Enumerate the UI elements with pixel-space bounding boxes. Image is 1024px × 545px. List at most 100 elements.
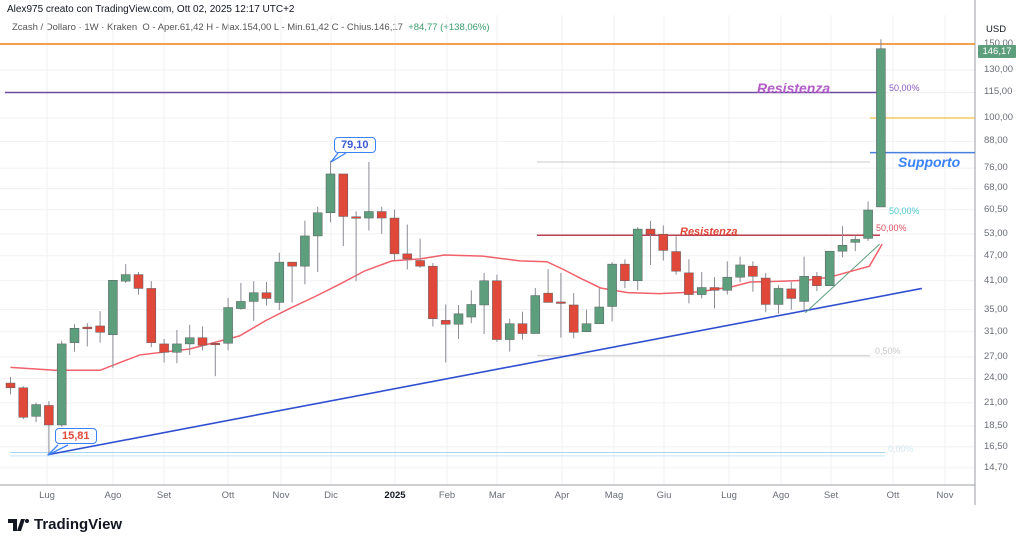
candle-body — [159, 343, 169, 353]
candle-body — [274, 261, 285, 303]
y-tick: 41,00 — [984, 274, 1008, 286]
candle-body — [684, 272, 694, 295]
candle-body — [671, 251, 681, 272]
x-tick: Apr — [554, 490, 570, 501]
fib-pct-zero: 0,00% — [888, 444, 914, 454]
x-tick: Nov — [272, 490, 290, 501]
candle-body — [95, 325, 105, 333]
candle-body — [325, 173, 336, 214]
blue-trendline — [47, 287, 923, 456]
candle-body — [402, 253, 413, 260]
x-tick: Ott — [886, 490, 900, 501]
low-callout: 15,81 — [55, 428, 97, 444]
tradingview-logo[interactable]: TradingView — [8, 516, 122, 533]
candle-body — [415, 260, 425, 267]
y-tick: 76,00 — [984, 162, 1008, 174]
high-callout: 79,10 — [334, 137, 376, 153]
price-change: +84,77 (+138,06%) — [408, 22, 490, 33]
y-tick: 21,00 — [984, 396, 1008, 408]
candle-body — [133, 274, 144, 289]
y-tick: 88,00 — [984, 135, 1008, 147]
green-trendline — [805, 243, 880, 314]
y-tick: 31,00 — [984, 325, 1008, 337]
candle-body — [556, 301, 566, 304]
candle-body — [581, 323, 592, 332]
ohlc-values: O - Aper.61,42 H - Max.154,00 L - Min.61… — [142, 22, 403, 33]
candle-body — [863, 209, 873, 239]
candle-body — [56, 343, 67, 426]
symbol-legend: Zcash / Dollaro · 1W · Kraken O - Aper.6… — [12, 22, 490, 33]
fib-pct-cyan: 50,00% — [889, 206, 920, 216]
y-tick: 47,00 — [984, 249, 1008, 261]
y-tick: 24,00 — [984, 372, 1008, 384]
x-tick: Dic — [324, 490, 338, 501]
x-tick-year: 2025 — [384, 490, 406, 501]
candle-body — [837, 244, 848, 252]
candle-body — [69, 327, 80, 343]
symbol-name[interactable]: Zcash / Dollaro · 1W · Kraken — [12, 22, 138, 33]
candle-body — [18, 387, 29, 418]
x-tick: Nov — [936, 490, 954, 501]
candle-body — [338, 173, 349, 217]
high-callout-pointer — [330, 152, 347, 163]
candle-body — [517, 323, 528, 334]
candle-body — [248, 292, 259, 302]
candle-body — [300, 235, 310, 267]
last-price-tag: 146,17 — [978, 45, 1016, 58]
y-tick: 115,00 — [984, 86, 1013, 98]
fib-pct-gray: 0,50% — [875, 346, 901, 356]
y-tick: 150,00 — [984, 38, 1014, 49]
brand-name: TradingView — [34, 516, 123, 533]
candle-body — [492, 280, 502, 340]
candle-body — [287, 261, 297, 267]
candle-body — [748, 265, 758, 277]
candle-body — [594, 306, 605, 324]
candle-body — [466, 304, 477, 318]
y-tick: 18,50 — [984, 419, 1008, 431]
candle-body — [658, 233, 669, 251]
candle-body — [696, 287, 707, 295]
candle-body — [812, 276, 822, 286]
candle-body — [824, 250, 835, 286]
candle-body — [543, 292, 553, 303]
x-tick: Giu — [656, 490, 672, 501]
candle-body — [223, 307, 233, 344]
candle-body — [620, 263, 630, 281]
candle-body — [876, 48, 886, 208]
x-tick: Mag — [604, 490, 624, 501]
currency-label: USD — [986, 24, 1007, 35]
candle-body — [236, 301, 246, 309]
candle-body — [210, 343, 221, 346]
candle-body — [184, 337, 195, 345]
candle-body — [5, 382, 16, 389]
candle-body — [440, 320, 451, 325]
candle-body — [389, 217, 400, 255]
candle-body — [376, 211, 387, 219]
candle-body — [504, 323, 515, 340]
y-tick: 60,50 — [984, 203, 1008, 215]
x-tick: Feb — [438, 490, 456, 501]
candle-body — [364, 211, 374, 219]
chart-credit: Alex975 creato con TradingView.com, Ott … — [7, 4, 295, 15]
y-tick: 16,50 — [984, 440, 1008, 452]
candle-body — [773, 288, 784, 305]
candle-body — [850, 239, 861, 243]
candle-body — [146, 288, 157, 343]
fib-pct-red: 50,00% — [876, 223, 907, 233]
x-tick: Lug — [721, 490, 737, 501]
y-tick: 100,00 — [984, 111, 1014, 123]
x-tick: Ago — [104, 490, 122, 501]
x-tick: Lug — [39, 490, 55, 501]
resistance-lower-label: Resistenza — [680, 226, 738, 238]
candle-body — [428, 265, 438, 319]
candle-body — [31, 404, 41, 417]
candle-body — [197, 337, 208, 346]
candle-body — [632, 228, 643, 281]
y-tick: 14,70 — [984, 461, 1008, 473]
y-tick: 27,00 — [984, 350, 1008, 362]
candle-body — [261, 292, 272, 299]
x-tick: Ago — [772, 490, 790, 501]
y-tick: 68,00 — [984, 182, 1008, 194]
candle-body — [453, 313, 464, 325]
